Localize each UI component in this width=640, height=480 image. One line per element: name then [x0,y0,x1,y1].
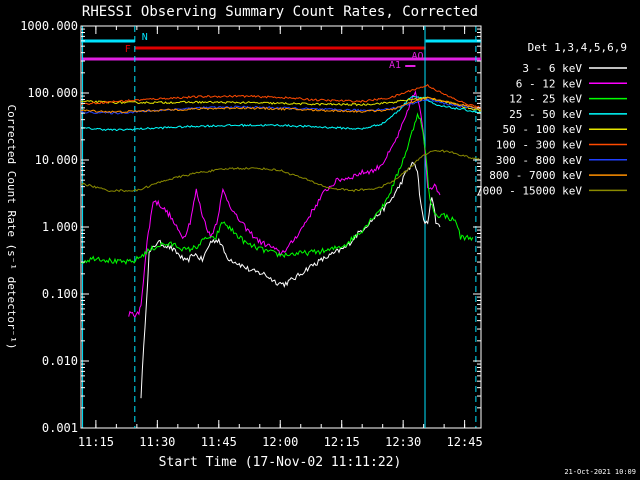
x-axis-label: Start Time (17-Nov-02 11:11:22) [159,455,402,470]
x-tick-label: 12:15 [324,435,360,449]
legend-label: 12 - 25 keV [509,93,582,106]
x-tick-label: 11:45 [201,435,237,449]
legend-label: 25 - 50 keV [509,108,582,121]
y-tick-label: 0.001 [42,421,78,435]
series-line-3 [80,112,474,266]
x-tick-label: 12:30 [385,435,421,449]
y-tick-label: 100.000 [27,86,78,100]
legend-label: 7000 - 15000 keV [476,184,582,197]
series-line-5 [80,96,482,112]
y-axis-label: Corrected Count Rate (s⁻¹ detector⁻¹) [5,104,18,349]
series-line-1 [140,161,441,399]
x-tick-label: 11:30 [139,435,175,449]
legend-label: 50 - 100 keV [503,123,583,136]
x-tick-label: 12:00 [262,435,298,449]
legend: Det 1,3,4,5,6,9 3 - 6 keV 6 - 12 keV 12 - … [476,41,627,197]
y-axis: 1000.000 100.000 10.000 1.000 0.100 0.010 0.00… [20,19,481,435]
annotation-label-f: F [125,44,131,55]
series-line-9 [80,149,482,193]
legend-label: 300 - 800 keV [496,154,582,167]
annotation-label-a1: A1 [389,60,401,71]
series-line-6 [80,83,482,109]
series-line-4 [80,95,482,132]
series-line-8 [80,96,482,114]
footer-date: 21-Oct-2021 10:09 [564,468,636,476]
y-tick-label: 10.000 [35,153,78,167]
x-tick-label: 12:45 [447,435,483,449]
series-lines [80,83,482,399]
y-tick-label: 1000.000 [20,19,78,33]
x-axis: 11:15 11:30 11:45 12:00 12:15 12:30 12:45 [78,26,483,449]
chart-title: RHESSI Observing Summary Count Rates, Co… [82,4,478,20]
y-tick-label: 0.100 [42,287,78,301]
y-tick-label: 0.010 [42,354,78,368]
legend-label: 100 - 300 keV [496,139,582,152]
legend-label: 6 - 12 keV [516,77,583,90]
legend-label: 3 - 6 keV [522,62,582,75]
annotation-label-n: N [142,32,148,43]
x-tick-label: 11:15 [78,435,114,449]
annotation-label-aq: AQ [411,51,423,62]
legend-label: 800 - 7000 keV [489,169,582,182]
legend-title: Det 1,3,4,5,6,9 [528,41,627,54]
y-tick-label: 1.000 [42,220,78,234]
